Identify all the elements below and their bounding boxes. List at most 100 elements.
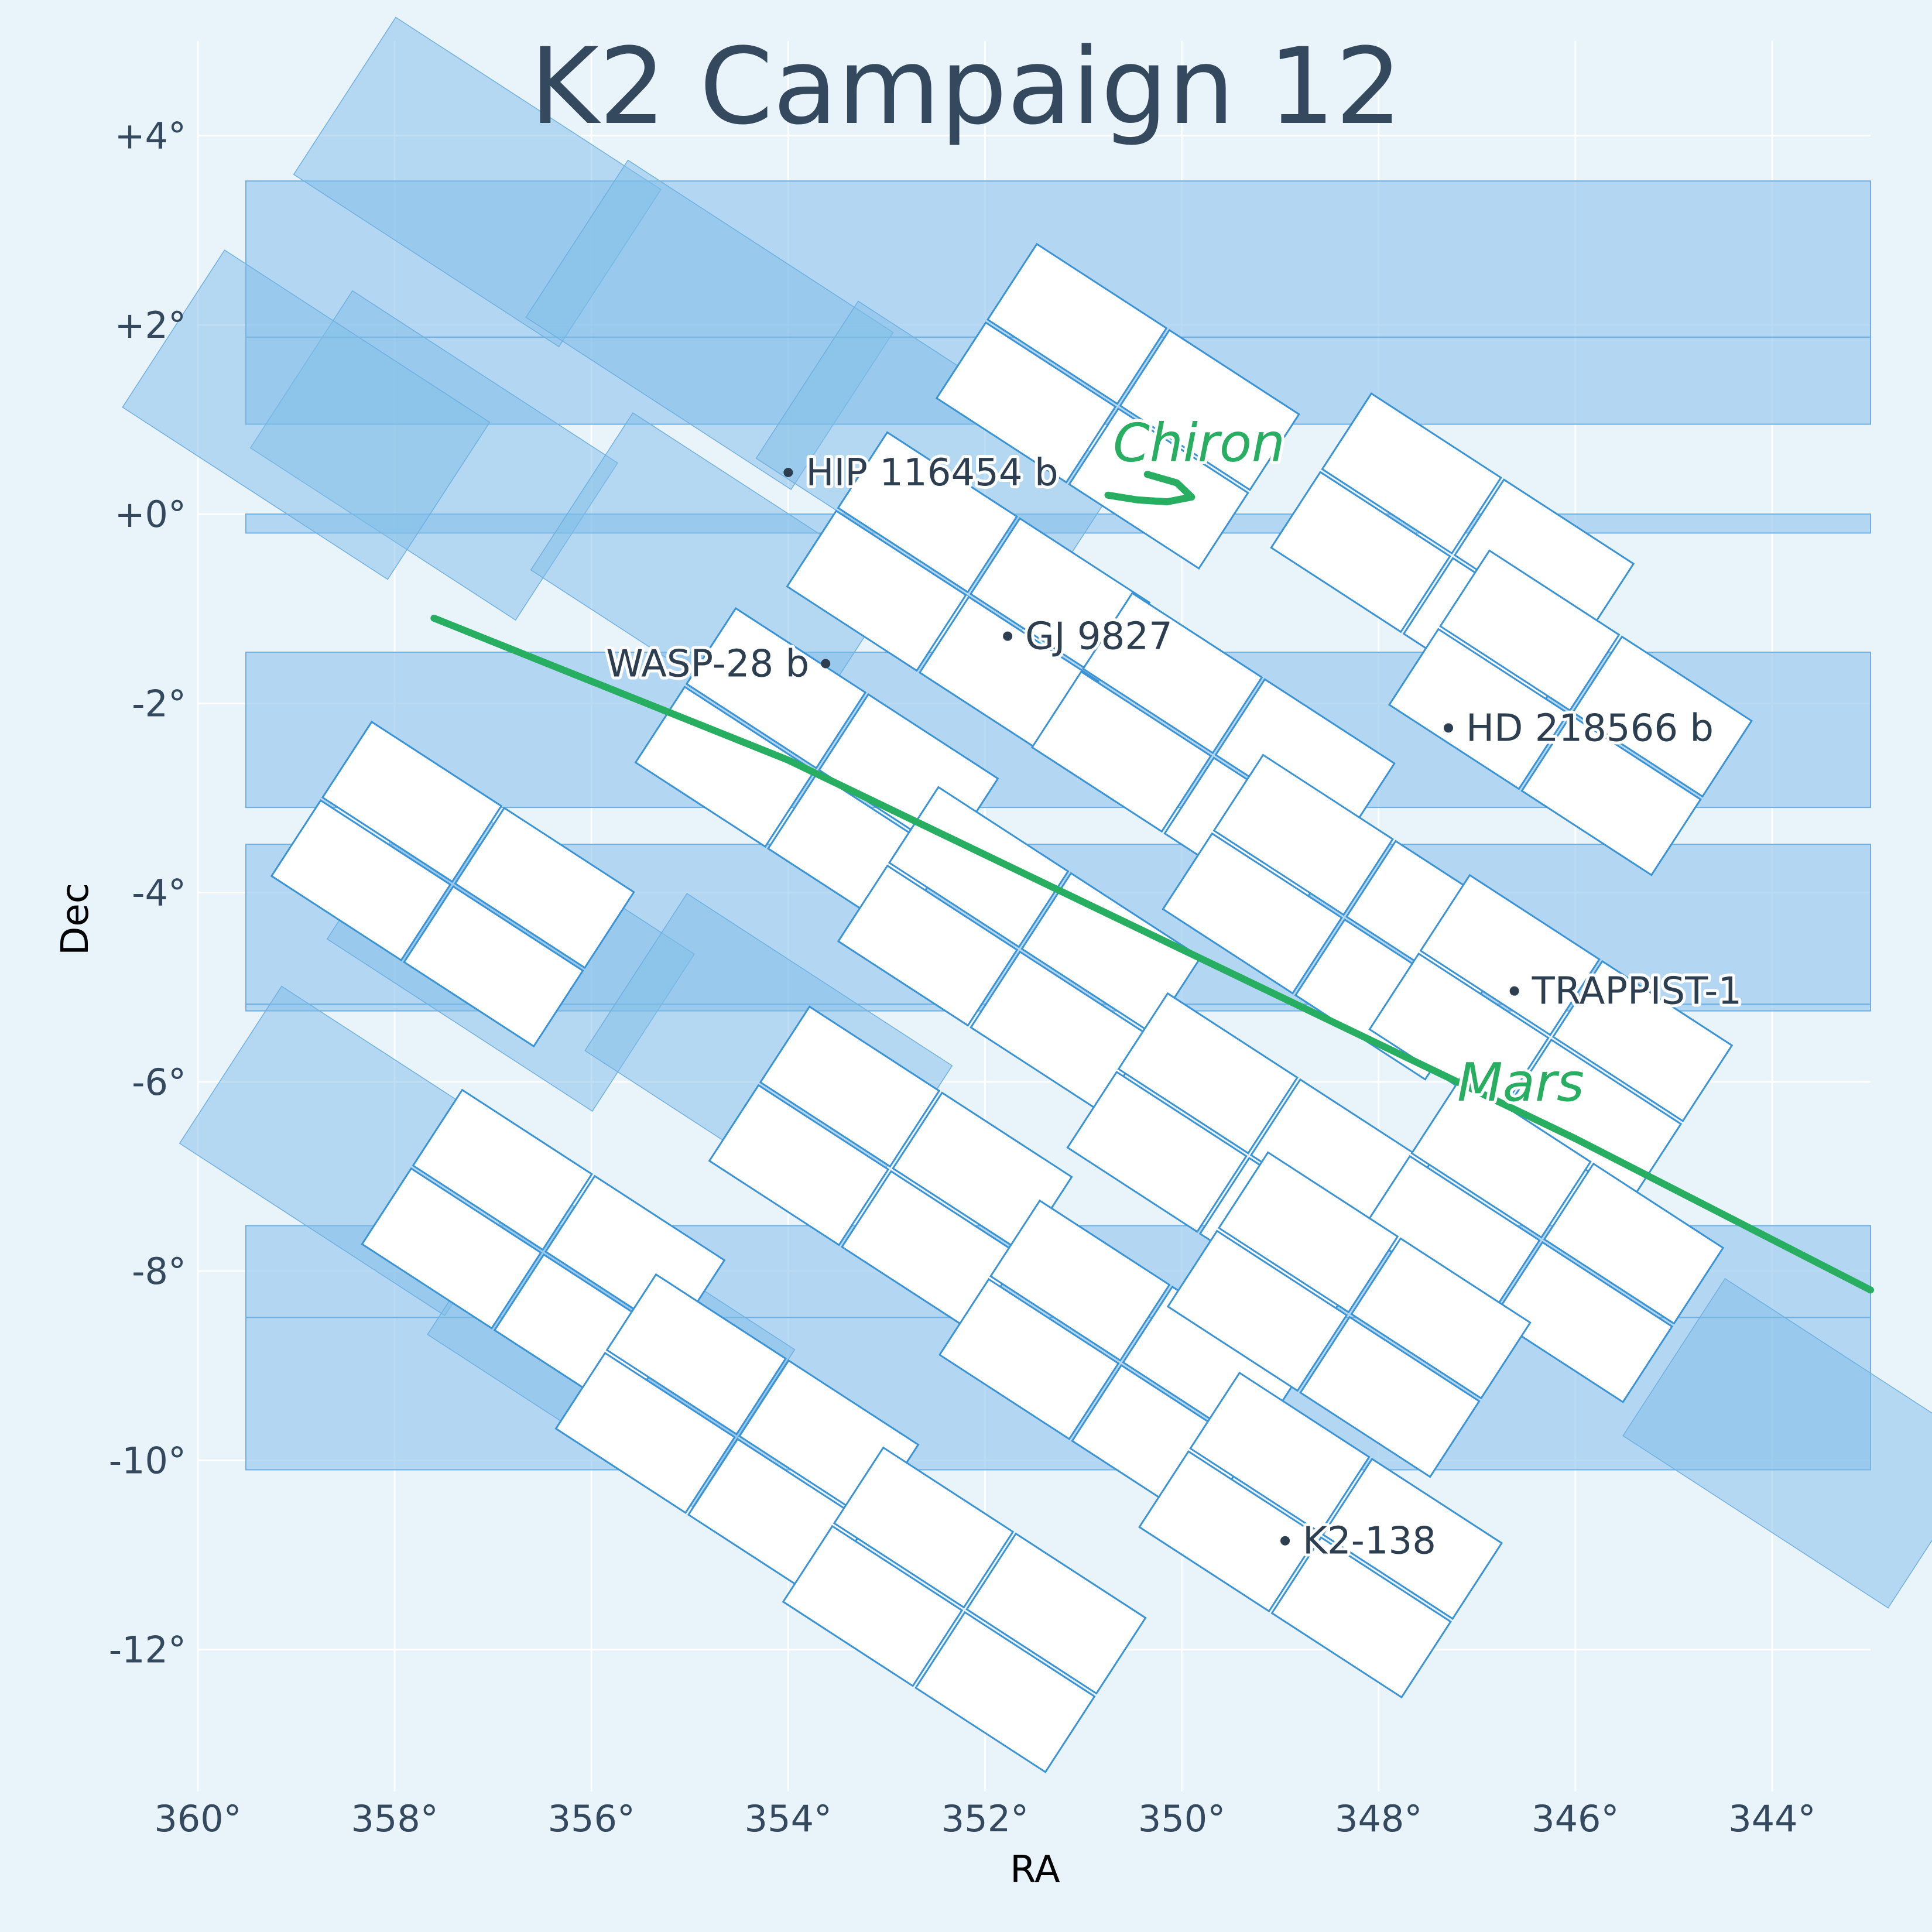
ccd (782, 1525, 964, 1687)
target-label: HIP 116454 b (806, 451, 1058, 495)
target-label: WASP-28 b (606, 642, 809, 686)
ccd (914, 1611, 1096, 1773)
ccd (554, 1351, 736, 1515)
moving-object-tracks: Mars Chiron (430, 410, 1874, 1294)
target-label: K2-138 (1303, 1520, 1436, 1563)
ccd (965, 1532, 1147, 1695)
x-tick-label: 346° (1532, 1797, 1619, 1840)
ccd (1571, 635, 1753, 798)
x-tick-label: 350° (1138, 1797, 1225, 1840)
target-markers: HIP 116454 b GJ 9827 WASP-28 b HD 218566 b T… (603, 448, 1745, 1566)
ccd-module (270, 720, 635, 1048)
ccd (1350, 1237, 1532, 1400)
ccd-module (1359, 1076, 1725, 1403)
x-tick-label: 356° (548, 1797, 635, 1840)
ccd (1119, 328, 1300, 491)
ccd (837, 864, 1019, 1027)
target-marker (821, 659, 831, 669)
ccd-module (1138, 1371, 1503, 1699)
y-tick-label: -8° (132, 1250, 186, 1293)
y-tick-label: -2° (132, 682, 186, 725)
ccd (403, 885, 584, 1048)
y-tick-label: -4° (132, 872, 186, 914)
ccd (634, 686, 816, 848)
x-tick-label: 358° (351, 1797, 438, 1840)
ccd (1410, 1076, 1592, 1239)
ccd-module (782, 1446, 1147, 1773)
ccd (935, 321, 1117, 484)
y-tick-label: -6° (132, 1061, 186, 1104)
ccd (454, 806, 635, 970)
ccd-module (1368, 873, 1734, 1201)
target-marker (783, 467, 793, 477)
ccd (1520, 714, 1702, 876)
target-label: GJ 9827 (1025, 615, 1173, 659)
moving-object-track (1104, 471, 1195, 506)
x-tick-label: 354° (745, 1797, 832, 1840)
x-tick-label: 352° (941, 1797, 1029, 1840)
ccd (1388, 628, 1570, 790)
ccd-module (1166, 1151, 1532, 1478)
target-marker (1444, 723, 1454, 733)
ccd (1270, 471, 1451, 633)
ccd (1543, 1162, 1725, 1325)
target-label: TRAPPIST-1 (1532, 970, 1742, 1013)
ccd (1299, 1316, 1481, 1478)
ccd (1492, 1241, 1674, 1403)
ccd (605, 1273, 787, 1436)
ccd (1162, 832, 1343, 995)
x-tick-label: 348° (1335, 1797, 1422, 1840)
y-axis-label: Dec (54, 883, 97, 955)
ccd (833, 1446, 1015, 1609)
ccd (1439, 549, 1621, 712)
y-tick-label: -12° (109, 1629, 186, 1671)
ccd (321, 720, 503, 883)
ccd (708, 1084, 890, 1246)
coverage-tile (122, 249, 491, 580)
target-marker (1280, 1536, 1290, 1546)
moving-object-label: Mars (1457, 1052, 1584, 1114)
ccd (1068, 407, 1249, 570)
ccd (270, 799, 452, 962)
ccd (1066, 1070, 1248, 1234)
y-tick-label: -10° (109, 1439, 186, 1482)
target-marker (1003, 631, 1013, 641)
ccd (938, 1277, 1120, 1440)
ccd-module (837, 786, 1202, 1113)
field-of-view-ccds (270, 242, 1753, 1773)
x-tick-label: 344° (1728, 1797, 1815, 1840)
ccd (1138, 1450, 1320, 1613)
y-tick-label: +0° (115, 493, 186, 536)
moving-object-track (430, 614, 1874, 1294)
ccd (1166, 1229, 1348, 1392)
ccd (786, 509, 967, 672)
ccd (1321, 1457, 1503, 1620)
ccd (986, 242, 1168, 405)
chart-title: K2 Campaign 12 (530, 26, 1402, 148)
ccd (1321, 392, 1502, 555)
tick-labels: 360° 358° 356° 354° 352° 350° 348° 346° 344° +4° +… (109, 115, 1816, 1840)
ccd-module (1162, 753, 1527, 1081)
ccd (1189, 1371, 1371, 1534)
ccd-module (935, 242, 1300, 570)
ccd (1419, 873, 1601, 1036)
ccd (361, 1167, 542, 1330)
target-label: HD 218566 b (1466, 707, 1714, 750)
ccd-module (1388, 549, 1753, 876)
ccd (1270, 1536, 1452, 1699)
ccd (1117, 992, 1299, 1155)
ccd (989, 1199, 1171, 1362)
ccd (837, 431, 1018, 594)
ccd (412, 1088, 593, 1251)
ccd (1082, 592, 1263, 755)
target-marker (1509, 986, 1519, 996)
ccd (1551, 960, 1734, 1122)
y-tick-label: +2° (115, 304, 186, 347)
coverage-tile (1622, 1277, 1932, 1609)
y-tick-label: +4° (115, 115, 186, 157)
ccd (1030, 670, 1212, 833)
x-axis-label: RA (1010, 1848, 1060, 1892)
moving-object-label: Chiron (1113, 413, 1285, 474)
x-tick-label: 360° (154, 1797, 241, 1840)
